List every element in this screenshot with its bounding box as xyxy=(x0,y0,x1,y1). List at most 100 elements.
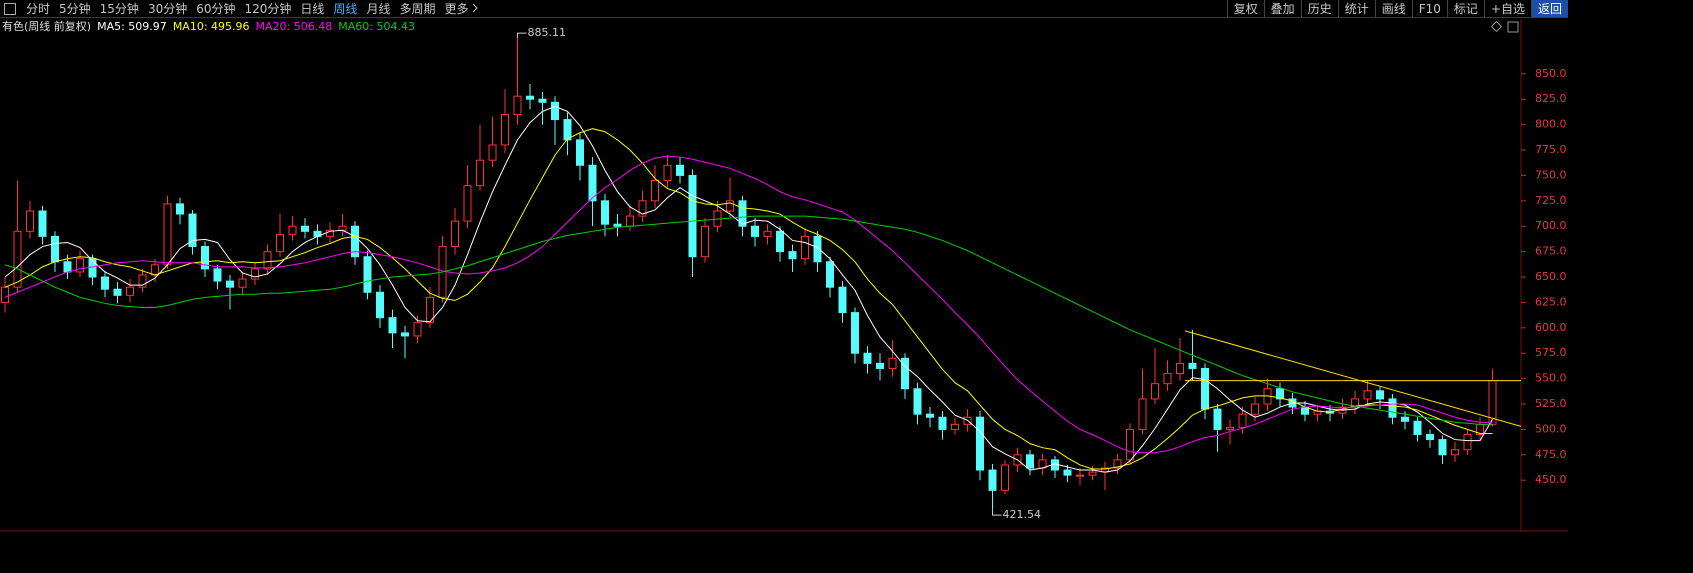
candle-body xyxy=(1063,469,1072,476)
candle-body xyxy=(851,312,859,354)
candle-body xyxy=(788,251,797,260)
tool-button[interactable]: +自选 xyxy=(1483,0,1531,17)
candle-body xyxy=(401,332,409,337)
candle-body xyxy=(1,286,9,303)
tool-button[interactable]: 统计 xyxy=(1337,0,1375,17)
period-tab[interactable]: 月线 xyxy=(366,2,391,16)
y-tick-label: 625.0 xyxy=(1535,295,1567,308)
period-tab[interactable]: 5分钟 xyxy=(59,2,91,16)
candle-body xyxy=(1226,426,1234,430)
y-tick-label: 650.0 xyxy=(1535,270,1567,283)
candle-body xyxy=(863,352,872,364)
y-tick-label: 800.0 xyxy=(1535,118,1567,131)
candle-body xyxy=(301,225,309,232)
candle-body xyxy=(501,113,509,146)
candle-body xyxy=(826,261,834,288)
candle-body xyxy=(1238,413,1247,428)
y-tick-label: 575.0 xyxy=(1535,346,1567,359)
trend-line xyxy=(1184,330,1522,427)
candle-body xyxy=(63,261,72,273)
candle-body xyxy=(588,164,597,202)
candle-body xyxy=(388,317,397,334)
tool-button[interactable]: 返回 xyxy=(1530,0,1568,17)
candle-body xyxy=(988,469,997,491)
candle-body xyxy=(38,210,47,237)
ma-line xyxy=(4,155,1493,454)
period-tab[interactable]: 分时 xyxy=(26,2,51,16)
period-tab[interactable]: 更多 xyxy=(444,0,479,17)
candle-body xyxy=(563,119,572,141)
candle-body xyxy=(1451,449,1459,456)
candle-body xyxy=(1138,398,1147,430)
layout-icon[interactable] xyxy=(1507,21,1519,33)
candle-body xyxy=(676,164,684,176)
period-tab[interactable]: 30分钟 xyxy=(147,2,188,16)
candle-body xyxy=(663,164,672,182)
candle-body xyxy=(901,357,909,390)
y-tick-label: 725.0 xyxy=(1535,194,1567,207)
candle-body xyxy=(426,296,434,324)
draw-icon[interactable] xyxy=(1490,20,1503,33)
y-tick-label: 500.0 xyxy=(1535,422,1567,435)
y-tick-label: 825.0 xyxy=(1535,92,1567,105)
y-tick-label: 850.0 xyxy=(1535,67,1567,80)
candle-body xyxy=(476,159,484,187)
candle-body xyxy=(26,210,34,232)
candle-body xyxy=(1088,471,1097,476)
candle-body xyxy=(288,225,297,235)
candle-body xyxy=(101,276,109,290)
candle-body xyxy=(638,200,647,217)
candle-body xyxy=(126,286,134,296)
candle-body xyxy=(1026,454,1034,469)
candle-body xyxy=(1113,459,1122,469)
candle-body xyxy=(751,225,759,237)
candle-body xyxy=(776,230,784,253)
candle-body xyxy=(726,200,734,212)
period-tab[interactable]: 120分钟 xyxy=(244,2,292,16)
candle-body xyxy=(1363,390,1372,400)
candle-body xyxy=(76,258,84,273)
tool-button[interactable]: 画线 xyxy=(1374,0,1412,17)
tool-button[interactable]: 叠加 xyxy=(1263,0,1301,17)
candle-body xyxy=(813,235,822,263)
low-label: 421.54 xyxy=(1003,508,1042,521)
candle-body xyxy=(1213,408,1222,430)
tool-button[interactable]: 复权 xyxy=(1226,0,1264,17)
menu-icon[interactable] xyxy=(4,2,16,15)
candle-body xyxy=(1388,398,1397,418)
candle-body xyxy=(976,416,984,471)
period-tab[interactable]: 15分钟 xyxy=(99,2,139,16)
tool-button[interactable]: 标记 xyxy=(1446,0,1484,17)
candle-body xyxy=(651,180,659,202)
candle-body xyxy=(1176,362,1184,375)
period-tab[interactable]: 日线 xyxy=(300,2,325,16)
tool-button[interactable]: F10 xyxy=(1411,0,1447,17)
period-tab[interactable]: 60分钟 xyxy=(196,2,236,16)
candle-body xyxy=(938,416,947,430)
y-tick-label: 550.0 xyxy=(1535,372,1567,385)
candle-body xyxy=(576,139,584,166)
candle-body xyxy=(51,235,59,263)
legend: 有色(周线 前复权) MA5: 509.97 MA10: 495.96 MA20: … xyxy=(2,19,415,35)
candle-body xyxy=(363,256,372,293)
period-tab[interactable]: 周线 xyxy=(333,2,358,16)
tool-buttons: 复权 叠加 历史 统计 画线 F10 标记 +自选 返回 xyxy=(1226,0,1568,17)
tool-button[interactable]: 历史 xyxy=(1300,0,1338,17)
toolbar: 分时 5分钟 15分钟 30分钟 60分钟 120分钟 日线 周线 月线 多周期 更多 复权 叠加 历史… xyxy=(0,0,1568,18)
candle-body xyxy=(213,268,222,282)
candle-body xyxy=(526,95,534,100)
period-tabs: 分时 5分钟 15分钟 30分钟 60分钟 120分钟 日线 周线 月线 多周期 更多 xyxy=(26,0,488,17)
candle-body xyxy=(413,322,422,337)
candle-body xyxy=(176,203,184,215)
period-tab[interactable]: 多周期 xyxy=(399,2,436,16)
candle-body xyxy=(701,225,709,258)
candle-body xyxy=(463,185,472,222)
candle-body xyxy=(763,230,772,237)
candle-body xyxy=(1151,383,1159,400)
candle-body xyxy=(1163,373,1172,385)
candle-body xyxy=(163,203,172,266)
candle-body xyxy=(551,101,559,121)
candle-body xyxy=(1426,433,1434,441)
